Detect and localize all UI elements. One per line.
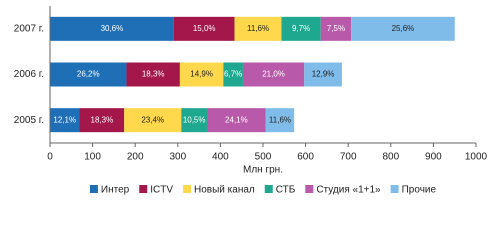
bar-segment: [50, 16, 174, 41]
y-tick-label: 2007 г.: [14, 23, 44, 34]
data-label: 25,6%: [392, 24, 415, 33]
data-label: 26,2%: [77, 70, 100, 79]
x-tick-label: 400: [212, 152, 229, 163]
legend-label: Новый канал: [194, 185, 255, 196]
data-label: 10,5%: [183, 115, 206, 124]
bar-segment: [320, 16, 352, 41]
legend-swatch: [305, 185, 314, 193]
data-label: 18,3%: [142, 70, 165, 79]
legend-label: СТБ: [276, 185, 296, 196]
data-label: 11,6%: [247, 24, 269, 33]
data-label: 7,5%: [327, 24, 345, 33]
x-tick-label: 700: [340, 152, 357, 163]
x-tick-label: 500: [255, 152, 272, 163]
bar-segment: [179, 62, 224, 87]
bar-segment: [223, 62, 243, 87]
chart: Млн грн. 0 100 200 300 400 500 600 700 800 900 100…: [14, 6, 488, 196]
bar-segment: [50, 108, 80, 133]
bar-segment: [126, 62, 180, 87]
x-tick-label: 100: [84, 152, 101, 163]
x-tick-label: 0: [47, 152, 53, 163]
bar-segment: [50, 62, 127, 87]
x-tick-label: 600: [297, 152, 314, 163]
legend-swatch: [89, 185, 98, 193]
x-tick-label: 900: [425, 152, 442, 163]
data-label: 15,0%: [193, 24, 216, 33]
x-axis-label: Млн грн.: [243, 165, 283, 176]
data-label: 18,3%: [91, 115, 114, 124]
bar-segment: [173, 16, 235, 41]
legend-label: ICTV: [150, 185, 173, 196]
x-tick-label: 800: [382, 152, 399, 163]
x-tick-label: 300: [169, 152, 186, 163]
bar-segment: [351, 16, 455, 41]
legend-label: Прочие: [402, 185, 437, 196]
y-tick-label: 2006 г.: [14, 69, 44, 80]
legend-swatch: [390, 185, 399, 193]
bar-segment: [124, 108, 182, 133]
bar-segment: [234, 16, 282, 41]
bar-segment: [79, 108, 125, 133]
data-label: 24,1%: [225, 115, 248, 124]
data-label: 6,7%: [224, 70, 242, 79]
data-label: 30,6%: [101, 24, 124, 33]
bar-segment: [304, 62, 342, 87]
bar-segment: [206, 108, 266, 133]
x-tick-label: 200: [127, 152, 144, 163]
data-label: 12,1%: [53, 115, 76, 124]
bar-segment: [181, 108, 207, 133]
data-label: 14,9%: [190, 70, 213, 79]
bar-segment: [242, 62, 305, 87]
data-label: 23,4%: [141, 115, 164, 124]
bar-segment: [265, 108, 295, 133]
data-label: 11,6%: [269, 115, 291, 124]
legend-swatch: [264, 185, 273, 193]
legend-swatch: [139, 185, 148, 193]
data-label: 9,7%: [292, 24, 310, 33]
bar-segment: [281, 16, 321, 41]
legend-swatch: [183, 185, 192, 193]
data-label: 21,0%: [262, 70, 285, 79]
y-tick-label: 2005 г.: [14, 115, 44, 126]
legend-label: Интер: [101, 185, 130, 196]
data-label: 12,9%: [312, 70, 335, 79]
x-tick-label: 1000: [465, 152, 488, 163]
legend-label: Студия «1+1»: [316, 185, 381, 196]
